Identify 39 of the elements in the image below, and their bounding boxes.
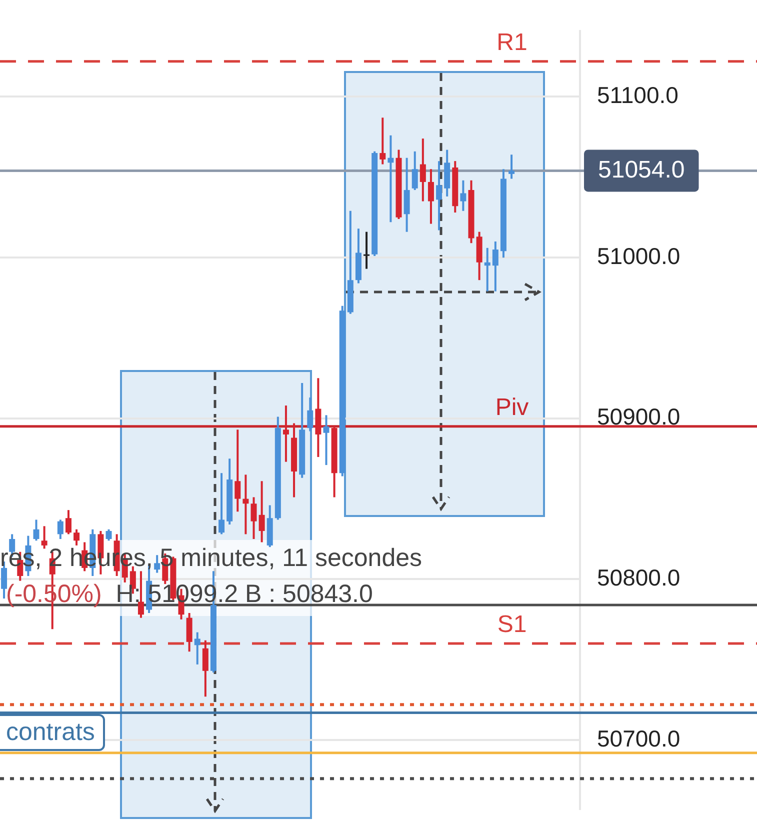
- candlestick: [420, 138, 426, 202]
- y-tick-label: 50800.0: [597, 564, 680, 591]
- candlestick: [388, 134, 394, 224]
- candlestick: [250, 496, 257, 540]
- candlestick: [412, 150, 418, 192]
- ref-line-label: Piv: [495, 394, 529, 422]
- candlestick: [364, 230, 370, 270]
- candlestick: [41, 525, 48, 550]
- candlestick: [74, 528, 80, 546]
- ref-line-label: R1: [496, 28, 528, 56]
- candlestick: [258, 480, 265, 544]
- y-tick-label: 50900.0: [597, 404, 680, 430]
- candlestick: [508, 154, 515, 180]
- y-tick-label: 51000.0: [597, 242, 680, 269]
- candlestick: [436, 160, 442, 232]
- ref-line-label: 51054.0: [598, 156, 685, 184]
- candlestick: [33, 518, 40, 542]
- candlestick: [65, 509, 72, 536]
- candlestick: [154, 554, 160, 574]
- candlestick: [282, 404, 289, 463]
- candlestick: [202, 639, 208, 698]
- candlestick: [484, 246, 490, 292]
- candlestick: [57, 518, 64, 540]
- candlestick: [380, 116, 386, 166]
- candlestick: [234, 428, 241, 513]
- candlestick: [218, 472, 225, 536]
- candlestick: [460, 179, 466, 212]
- candlestick: [138, 570, 144, 619]
- candlestick: [492, 240, 498, 292]
- candlestick: [307, 396, 314, 432]
- candlestick: [323, 414, 330, 466]
- candlestick: [106, 528, 112, 542]
- annotation: contrats: [0, 714, 105, 751]
- candlestick: [194, 631, 200, 666]
- y-tick-label: 50700.0: [597, 725, 680, 752]
- candlestick: [428, 168, 434, 225]
- candlestick: [242, 474, 249, 536]
- y-tick-label: 51100.0: [597, 82, 678, 108]
- ref-line-label: S1: [497, 611, 527, 638]
